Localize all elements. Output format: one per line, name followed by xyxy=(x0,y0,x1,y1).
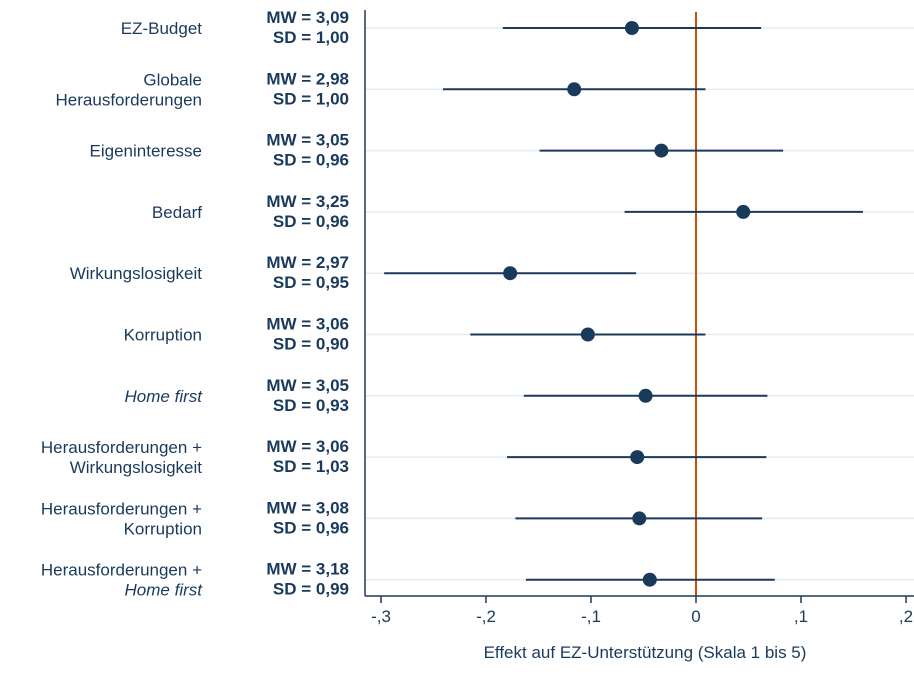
estimate-point xyxy=(503,266,518,281)
category-label: Korruption xyxy=(124,519,202,538)
sd-label: SD = 0,96 xyxy=(273,212,349,231)
x-axis-label: Effekt auf EZ-Unterstützung (Skala 1 bis… xyxy=(484,643,807,662)
mean-label: MW = 3,18 xyxy=(266,560,349,579)
category-label: Globale xyxy=(143,70,202,89)
mean-label: MW = 3,06 xyxy=(266,437,349,456)
mean-label: MW = 3,05 xyxy=(266,376,349,395)
sd-label: SD = 1,03 xyxy=(273,457,349,476)
mean-label: MW = 3,05 xyxy=(266,131,349,150)
estimate-point xyxy=(632,511,647,526)
sd-label: SD = 0,96 xyxy=(273,518,349,537)
category-label: Home first xyxy=(125,581,204,600)
estimate-point xyxy=(642,572,657,587)
estimate-point xyxy=(654,143,669,158)
sd-label: SD = 0,90 xyxy=(273,335,349,354)
category-label: Wirkungslosigkeit xyxy=(70,264,203,283)
sd-label: SD = 0,95 xyxy=(273,273,349,292)
category-label: Wirkungslosigkeit xyxy=(70,458,203,477)
x-axis: -,3 -,2 -,1 0 ,1 ,2 xyxy=(364,10,914,626)
category-label: EZ-Budget xyxy=(121,19,203,38)
x-tick-label: -,3 xyxy=(371,607,391,626)
x-tick-label: ,2 xyxy=(899,607,913,626)
sd-label: SD = 0,99 xyxy=(273,580,349,599)
mean-label: MW = 3,08 xyxy=(266,498,349,517)
mean-label: MW = 3,25 xyxy=(266,192,349,211)
mean-label: MW = 2,97 xyxy=(266,253,349,272)
sd-label: SD = 0,93 xyxy=(273,396,349,415)
estimate-point xyxy=(624,21,639,35)
x-tick-label: -,2 xyxy=(476,607,496,626)
category-label: Herausforderungen + xyxy=(41,561,202,580)
sd-label: SD = 1,00 xyxy=(273,28,349,47)
mean-label: MW = 3,09 xyxy=(266,8,349,27)
x-tick-label: -,1 xyxy=(581,607,601,626)
category-label: Herausforderungen xyxy=(56,90,202,109)
sd-label: SD = 1,00 xyxy=(273,89,349,108)
category-label: Home first xyxy=(125,387,204,406)
category-label: Herausforderungen + xyxy=(41,438,202,457)
mean-label: MW = 2,98 xyxy=(266,69,349,88)
data-marks xyxy=(384,21,863,587)
estimate-point xyxy=(736,204,751,219)
x-tick-label: ,1 xyxy=(794,607,808,626)
category-label: Korruption xyxy=(124,326,202,345)
estimate-point xyxy=(567,82,582,97)
mean-label: MW = 3,06 xyxy=(266,315,349,334)
x-tick-label: 0 xyxy=(691,607,700,626)
category-label: Herausforderungen + xyxy=(41,499,202,518)
estimate-point xyxy=(580,327,595,342)
sd-label: SD = 0,96 xyxy=(273,151,349,170)
estimate-point xyxy=(638,388,653,403)
grid-lines xyxy=(365,27,914,581)
category-label: Bedarf xyxy=(152,203,202,222)
estimate-point xyxy=(630,450,645,465)
category-label: Eigeninteresse xyxy=(90,142,202,161)
